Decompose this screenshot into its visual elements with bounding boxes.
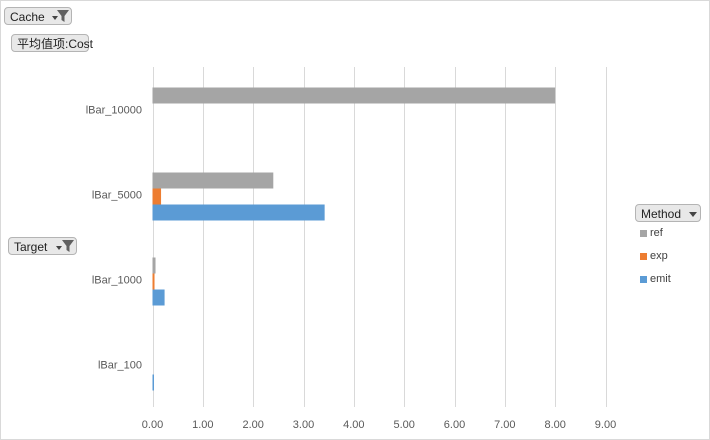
- legend-label-emit: emit: [650, 273, 671, 285]
- category-label: lBar_5000: [92, 190, 142, 202]
- x-tick-label: 2.00: [242, 419, 263, 431]
- bar-ref: [152, 257, 156, 274]
- category-label: lBar_10000: [86, 105, 142, 117]
- legend-label-ref: ref: [650, 227, 663, 239]
- bar-ref: [152, 87, 556, 104]
- cache-filter-label: Cache: [10, 10, 45, 24]
- x-tick-label: 5.00: [393, 419, 414, 431]
- x-tick-label: 6.00: [444, 419, 465, 431]
- filter-icon: [57, 10, 69, 22]
- x-tick-label: 4.00: [343, 419, 364, 431]
- legend-swatch-emit: [640, 276, 647, 283]
- dropdown-arrow-icon: [52, 16, 58, 20]
- bar-emit: [152, 374, 154, 391]
- x-tick-label: 3.00: [293, 419, 314, 431]
- bar-emit: [152, 289, 165, 306]
- x-tick-label: 9.00: [595, 419, 616, 431]
- filter-icon: [62, 240, 74, 252]
- legend-swatch-exp: [640, 253, 647, 260]
- method-legend-button[interactable]: Method: [635, 204, 701, 222]
- bar-exp: [152, 188, 162, 205]
- legend-swatch-ref: [640, 230, 647, 237]
- x-tick-label: 1.00: [192, 419, 213, 431]
- dropdown-arrow-icon: [56, 246, 62, 250]
- bar-ref: [152, 172, 274, 189]
- method-legend-label: Method: [641, 207, 682, 221]
- dropdown-arrow-icon: [689, 212, 697, 217]
- x-tick-label: 8.00: [544, 419, 565, 431]
- cache-filter-button[interactable]: Cache: [4, 7, 72, 25]
- target-filter-button[interactable]: Target: [8, 237, 77, 255]
- legend-label-exp: exp: [650, 250, 668, 262]
- bar-emit: [152, 204, 325, 221]
- category-label: lBar_100: [98, 360, 142, 372]
- value-field-button[interactable]: 平均值项:Cost: [11, 34, 93, 52]
- x-tick-label: 0.00: [142, 419, 163, 431]
- category-label: lBar_1000: [92, 275, 142, 287]
- x-tick-label: 7.00: [494, 419, 515, 431]
- bar-exp: [152, 273, 155, 290]
- value-field-label: 平均值项:Cost: [17, 37, 94, 51]
- target-filter-label: Target: [14, 240, 48, 254]
